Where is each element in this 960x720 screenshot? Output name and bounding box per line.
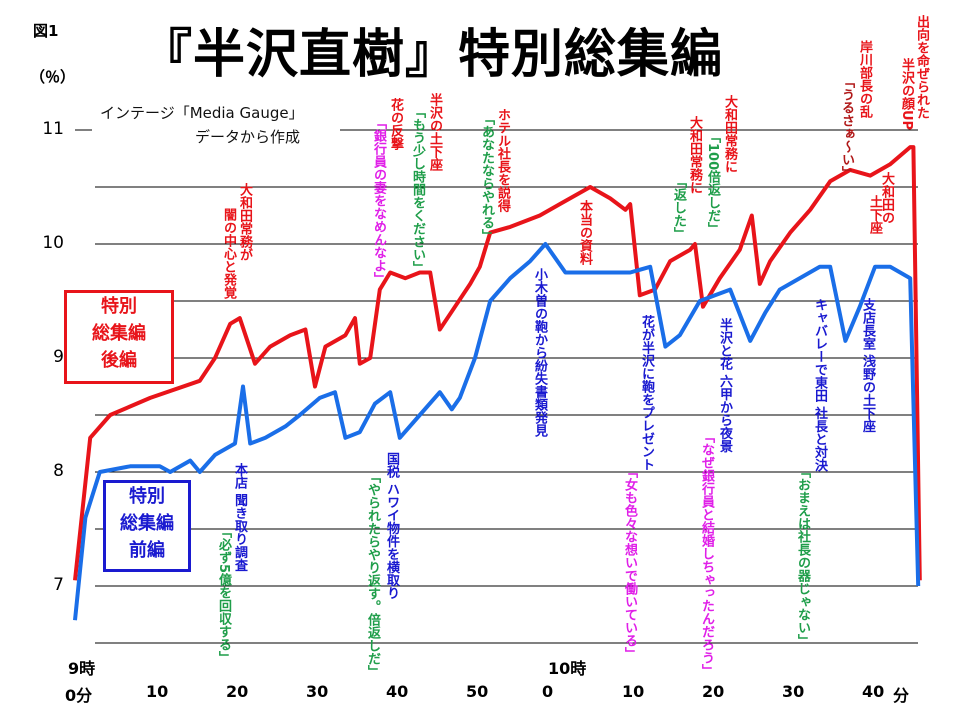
series-line-early (73, 242, 921, 621)
x-tick-label: 10 (146, 682, 169, 701)
x-tick-label: 40 (386, 682, 409, 701)
x-tick-label: 50 (466, 682, 489, 701)
figure-label: 図1 (33, 22, 59, 40)
annotation: 出向を命ぜられた (914, 15, 929, 119)
source-note-line1: インテージ「Media Gauge」 (100, 104, 304, 122)
legend-late-line3: 後編 (101, 350, 137, 371)
annotation: 半沢の土下座 (427, 93, 442, 171)
x-tick-label: 20 (702, 682, 725, 701)
annotation: 半沢の顔UP (899, 58, 914, 131)
annotation: 本店 聞き取り調査 (232, 463, 247, 572)
annotation: 小木曽の鞄から紛失書類発見 (532, 268, 547, 437)
y-tick-label: 7 (53, 575, 64, 595)
chart-title: 『半沢直樹』特別総集編 (140, 25, 724, 85)
x-unit-label: 分 (893, 686, 910, 705)
x-tick-label: 0分 (65, 686, 93, 705)
annotation: 大和田常務が (237, 183, 252, 261)
annotation: 「もう少し時間をください」 (410, 105, 425, 274)
series-line-late (73, 145, 922, 581)
x-hour-label: 9時 (68, 659, 96, 678)
legend-box-late: 特別 総集編 後編 (64, 290, 174, 384)
annotation: 「銀行員の妻をなめんなよ」 (371, 116, 386, 285)
annotation: ホテル社長を説得 (495, 108, 510, 212)
annotation: 「あなたならやれる」 (479, 112, 494, 242)
annotation: 半沢と花 六甲から夜景 (717, 318, 732, 453)
annotation: 「女も色々な想いで働いている」 (622, 465, 637, 660)
annotation: 「やられたらやり返す。倍返しだ」 (365, 470, 380, 678)
x-tick-label: 10 (622, 682, 645, 701)
source-note-line2: データから作成 (195, 128, 301, 146)
annotation: 「なぜ銀行員と結婚しちゃったんだろう」 (699, 430, 714, 677)
annotation: 大和田常務に (687, 116, 702, 194)
annotation: 「100倍返しだ」 (705, 130, 720, 236)
annotation: 大和田の (879, 172, 894, 224)
x-tick-label: 30 (306, 682, 329, 701)
legend-early-line1: 特別 (129, 486, 165, 507)
legend-late-line1: 特別 (101, 296, 137, 317)
legend-late-line2: 総集編 (92, 323, 146, 344)
x-tick-label: 0 (542, 682, 554, 701)
x-tick-label: 40 (862, 682, 885, 701)
y-tick-label: 11 (42, 119, 64, 139)
x-hour-label: 10時 (548, 659, 587, 678)
y-tick-label: 9 (53, 347, 64, 367)
annotation: 「おまえは社長の器じゃない」 (795, 465, 810, 647)
legend-early-line2: 総集編 (120, 513, 174, 534)
annotation: 「必ず5億を回収する」 (216, 525, 231, 665)
annotation: キャバレーで東田 社長と対決 (812, 298, 827, 472)
annotation: 国税 ハワイ物件を横取り (384, 452, 399, 600)
annotation: 花が半沢に鞄をプレゼント (639, 315, 654, 471)
annotation: 「うるさぁ〜い」 (839, 75, 854, 179)
annotation: 支店長室 浅野の土下座 (860, 298, 875, 433)
legend-box-early: 特別 総集編 前編 (103, 480, 191, 572)
annotation: 岸川部長の乱 (857, 40, 872, 118)
y-axis-unit: （％） (30, 68, 76, 86)
legend-early-line3: 前編 (129, 540, 165, 561)
annotation: 花の反撃 (388, 98, 403, 150)
annotation: 大和田常務に (722, 95, 737, 173)
y-tick-label: 8 (53, 461, 64, 481)
y-tick-label: 10 (42, 233, 64, 253)
annotation: 土下座 (867, 195, 882, 234)
x-tick-label: 30 (782, 682, 805, 701)
x-tick-label: 20 (226, 682, 249, 701)
annotation: 本当の資料 (577, 200, 592, 265)
annotation: 闇の中心と発覚 (221, 208, 236, 299)
annotation: 「返した」 (671, 175, 686, 240)
